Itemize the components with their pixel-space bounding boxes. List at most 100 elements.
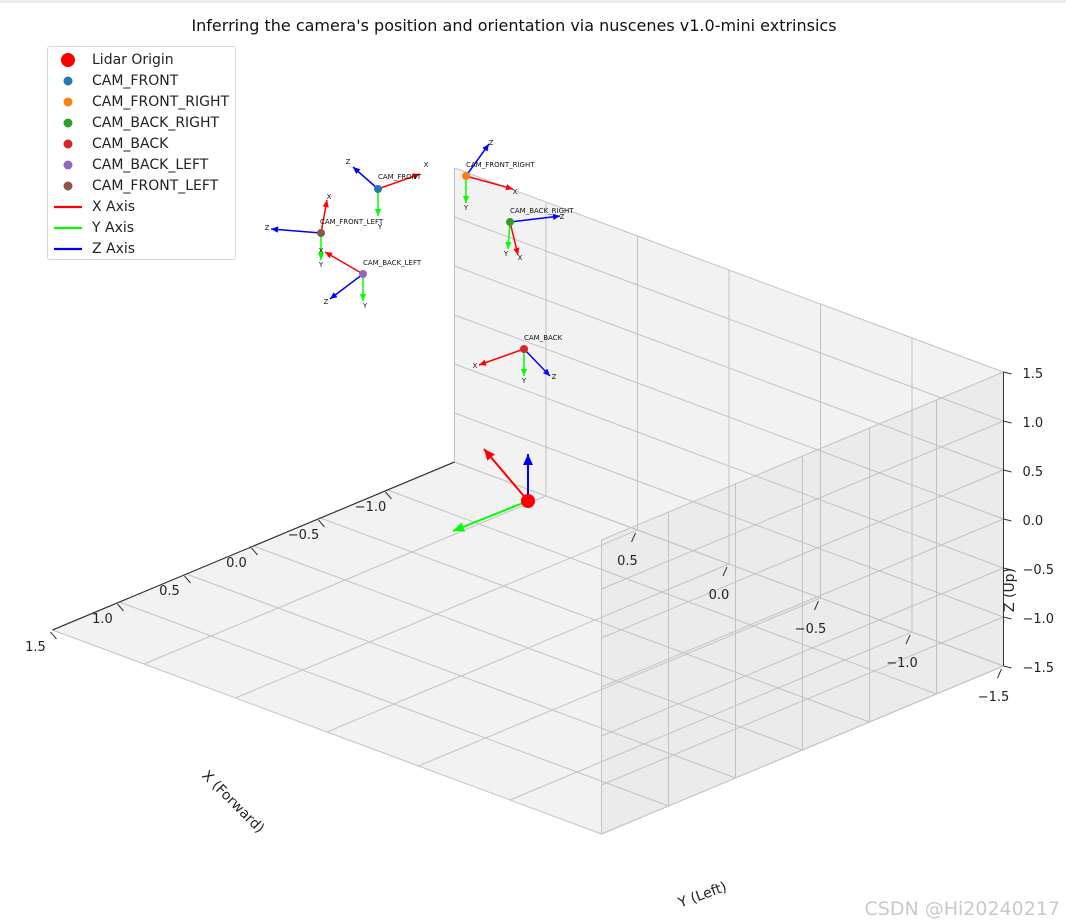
legend-marker [63, 139, 73, 149]
floor-gridline-y [143, 495, 547, 665]
legend-symbol [63, 139, 73, 149]
floor-gridline-y [509, 631, 913, 801]
cam-back-right-axis-letter: X [518, 254, 523, 262]
x-tick-label: 1.0 [92, 612, 113, 627]
back-wall-gridline-z [454, 412, 1004, 618]
cam-back-right-label: CAM_BACK_RIGHT [510, 207, 574, 215]
legend-label: CAM_FRONT_RIGHT [92, 94, 230, 110]
legend-symbol [63, 160, 73, 170]
z-tick-label: 0.5 [1023, 465, 1044, 480]
legend-symbol [54, 247, 82, 251]
cam-front-right-point [462, 172, 470, 180]
cam-front-label: CAM_FRONT [378, 173, 422, 181]
cam-front-left-x-arrow-head [322, 200, 329, 208]
y-axis-title: Y (Left) [675, 879, 729, 912]
legend-symbol [63, 97, 73, 107]
cam-back-right-z-arrow [509, 215, 561, 223]
cam-front-right-axis-letter: X [513, 188, 518, 196]
lidar-z-arrow-head [523, 454, 533, 465]
cam-back-left-axis-letter: Z [324, 298, 329, 306]
right-wall-gridline-z [601, 420, 1004, 590]
back-wall-gridline-z [454, 461, 1004, 667]
legend-entry: CAM_BACK_LEFT [48, 155, 237, 176]
cam-front-left-z-arrow-head [271, 226, 279, 233]
lidar-y-arrow [452, 500, 529, 532]
right-wall-gridline-z [601, 665, 1004, 835]
z-tick-label: 1.5 [1023, 367, 1044, 382]
cam-front-right-label: CAM_FRONT_RIGHT [466, 161, 535, 169]
legend-entry: X Axis [48, 197, 237, 218]
z-tick-label: −0.5 [1023, 563, 1055, 578]
back-wall-gridline-z [454, 363, 1004, 569]
cam-front-z-arrow-head [353, 167, 361, 174]
legend-symbol [54, 205, 82, 209]
legend-marker [63, 97, 73, 107]
cam-back-left-axis-letter: Y [362, 302, 368, 310]
legend-entry: CAM_BACK [48, 134, 237, 155]
legend-symbol [61, 53, 75, 67]
legend-label: Lidar Origin [92, 52, 174, 68]
x-tick [184, 575, 191, 584]
cam-front-axis-letter: X [424, 161, 429, 169]
z-tick [1003, 371, 1012, 375]
y-tick-label: −0.5 [795, 622, 827, 637]
legend-entry: CAM_FRONT [48, 71, 237, 92]
right-wall-gridline-z [601, 567, 1004, 737]
cam-front-left-y-arrow-head [317, 253, 325, 260]
legend-symbol [63, 118, 73, 128]
legend-entry: Z Axis [48, 239, 237, 260]
cam-back-z-arrow-head [542, 368, 550, 376]
top-border [0, 0, 1066, 3]
x-tick [251, 547, 258, 556]
cam-back-right-axis-letter: Z [560, 213, 565, 221]
cam-back-axis-letter: Z [552, 373, 557, 381]
legend-label: Z Axis [92, 241, 136, 257]
legend-label: X Axis [92, 199, 136, 215]
x-axis-title: X (Forward) [198, 768, 267, 837]
x-tick [117, 603, 124, 612]
right-wall-gridline-z [601, 616, 1004, 786]
legend-marker [63, 160, 73, 170]
cam-back-axis-letter: Y [521, 377, 527, 385]
cam-back-left-x-arrow-head [325, 252, 333, 259]
x-tick-label: 0.5 [159, 584, 180, 599]
cam-front-left-axis-letter: X [327, 193, 332, 201]
cam-front-right-axis-letter: Z [489, 139, 494, 147]
cam-front-x-arrow-head [412, 173, 420, 180]
cam-back-axis-letter: X [473, 362, 478, 370]
legend-marker [63, 118, 73, 128]
y-tick-label: −1.5 [978, 690, 1010, 705]
back-wall-gridline-z [454, 216, 1004, 422]
legend-marker [63, 181, 73, 191]
legend-marker [63, 76, 73, 86]
z-tick [1003, 518, 1012, 522]
x-tick [385, 491, 392, 500]
cam-front-left-point [317, 229, 325, 237]
right-wall-gridline-z [601, 518, 1004, 688]
cam-back-left-axis-letter: X [319, 247, 324, 255]
floor-gridline-y [326, 563, 730, 733]
chart-title: Inferring the camera's position and orie… [191, 16, 836, 35]
back-wall-gridline-z [454, 167, 1004, 373]
legend-label: CAM_FRONT_LEFT [92, 178, 219, 194]
legend-entry: CAM_FRONT_LEFT [48, 176, 237, 197]
cam-back-right-x-arrow-head [513, 247, 520, 255]
z-tick [1003, 665, 1012, 669]
cam-front-left-axis-letter: Y [318, 261, 324, 269]
z-tick [1003, 567, 1012, 571]
cam-back-y-arrow-head [520, 369, 528, 376]
legend-entry: CAM_BACK_RIGHT [48, 113, 237, 134]
y-tick-label: 0.5 [617, 554, 638, 569]
x-tick-label: 1.5 [25, 640, 46, 655]
z-tick-label: 0.0 [1023, 514, 1044, 529]
legend-label: CAM_FRONT [92, 73, 179, 89]
cam-back-right-z-arrow-head [552, 213, 560, 220]
legend-entry: Lidar Origin [48, 50, 237, 71]
x-tick-label: −0.5 [288, 528, 320, 543]
cam-front-right-x-arrow [465, 175, 514, 190]
y-tick [997, 668, 1002, 679]
lidar-x-arrow [483, 448, 529, 502]
cam-back-left-label: CAM_BACK_LEFT [363, 259, 422, 267]
right-wall-gridline-z [601, 371, 1004, 541]
lidar-origin-point [521, 494, 535, 508]
